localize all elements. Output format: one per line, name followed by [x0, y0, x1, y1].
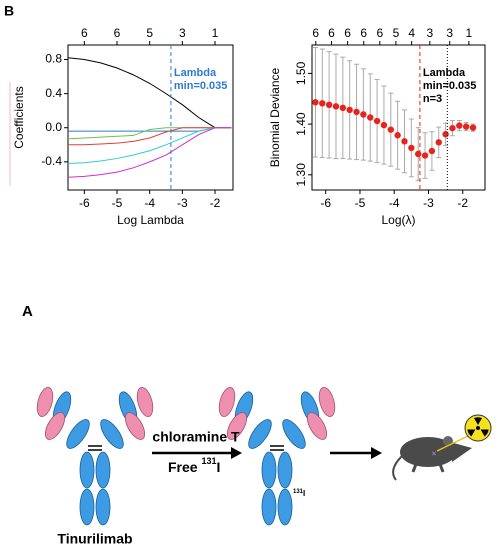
- free-text: Free: [168, 459, 201, 475]
- iodine-tag: 131I: [293, 489, 305, 499]
- deviance-point: [428, 147, 436, 155]
- x-tick-label: -4: [389, 196, 400, 210]
- annotation: min=0.035: [174, 80, 228, 92]
- plot-area: [312, 47, 477, 181]
- coefficient-path: [68, 127, 232, 178]
- y-tick-label: 1.50: [294, 61, 308, 85]
- top-tick-label: 6: [312, 26, 319, 40]
- y-tick-label: 1.30: [294, 163, 308, 187]
- top-tick-label: 3: [179, 26, 186, 40]
- x-axis-label: Log(λ): [381, 213, 415, 227]
- x-tick-label: -6: [79, 196, 90, 210]
- free-sup: 131: [201, 456, 216, 466]
- deviance-point: [449, 124, 456, 132]
- deviance-point: [408, 144, 415, 152]
- deviance-point: [325, 101, 333, 109]
- deviance-point: [353, 108, 360, 116]
- deviance-point: [435, 139, 442, 146]
- deviance-point: [312, 99, 319, 106]
- top-tick-label: 4: [408, 26, 415, 40]
- radiation-symbol: [464, 414, 492, 442]
- y-axis-label: Binomial Deviance: [268, 67, 282, 167]
- deviance-point: [469, 124, 477, 131]
- y-tick-label: -0.4: [41, 154, 62, 168]
- annotation: Lambda: [174, 67, 217, 79]
- plot-frame: [311, 44, 486, 191]
- mouse: ×: [392, 435, 472, 481]
- annotation: min=0.035: [423, 80, 477, 92]
- deviance-point: [346, 106, 353, 114]
- deviance-point: [394, 132, 401, 139]
- deviance-point: [462, 123, 470, 130]
- deviance-point: [414, 150, 422, 158]
- y-tick-label: 0.0: [45, 120, 62, 134]
- panel-label-a: A: [22, 303, 33, 320]
- x-axis-label: Log Lambda: [117, 213, 184, 227]
- arrow-head: [371, 447, 382, 459]
- x-tick-label: -2: [210, 196, 221, 210]
- deviance-point: [373, 117, 381, 125]
- deviance-point: [339, 104, 347, 112]
- x-tick-label: -6: [320, 196, 331, 210]
- coefficient-path: [68, 127, 232, 146]
- deviance-point: [456, 122, 463, 129]
- arrow-head: [231, 447, 242, 459]
- top-tick-label: 6: [328, 26, 335, 40]
- chart: -6 -5 -4 -3 -26 6 6 6 6 5 4 3 3 11.301.401.50Log(λ)Bi…: [268, 26, 486, 227]
- top-tick-label: 6: [114, 26, 121, 40]
- svg-text:×: ×: [431, 448, 436, 458]
- plot-area: [68, 57, 232, 178]
- coefficient-path: [68, 57, 232, 129]
- x-tick-label: -5: [112, 196, 123, 210]
- deviance-point: [360, 111, 367, 118]
- tag-el: I: [303, 489, 305, 498]
- deviance-point: [319, 100, 326, 107]
- x-tick-label: -5: [355, 196, 366, 210]
- annotation: n=3: [423, 93, 442, 105]
- x-tick-label: -3: [177, 196, 188, 210]
- top-tick-label: 1: [466, 26, 473, 40]
- y-tick-label: 0.4: [45, 86, 62, 100]
- x-tick-label: -3: [423, 196, 434, 210]
- reagent: chloramine T: [152, 429, 240, 445]
- deviance-point: [421, 152, 429, 159]
- x-tick-label: -2: [457, 196, 468, 210]
- plot-frame: [67, 44, 234, 191]
- y-tick-label: 0.8: [45, 52, 62, 66]
- top-tick-label: 6: [360, 26, 367, 40]
- deviance-point: [332, 103, 340, 110]
- top-tick-label: 3: [446, 26, 453, 40]
- antibody: [33, 384, 157, 526]
- top-tick-label: 6: [376, 26, 383, 40]
- deviance-point: [367, 114, 374, 121]
- chart: -6 -5 -4 -3 -2 6 6 5 3 1 0.8 0.4 0.0 -0.4 Log Lambda Co…: [12, 26, 234, 227]
- top-tick-label: 6: [344, 26, 351, 40]
- y-axis-label: Coefficients: [12, 86, 26, 148]
- diagram: A Tinurilimab chloramine T Free 131I 131…: [22, 303, 492, 547]
- antibody-name: Tinurilimab: [57, 531, 132, 547]
- tag-sup: 131: [293, 489, 304, 495]
- deviance-point: [442, 131, 449, 138]
- deviance-point: [380, 121, 388, 129]
- free-el: I: [217, 459, 221, 475]
- deviance-point: [401, 138, 408, 145]
- y-tick-label: 1.40: [294, 112, 308, 136]
- deviance-point: [387, 126, 394, 133]
- panel-label: B: [4, 3, 14, 19]
- top-tick-label: 5: [393, 26, 400, 40]
- coefficient-path: [68, 127, 232, 165]
- top-tick-label: 5: [146, 26, 153, 40]
- top-tick-label: 3: [427, 26, 434, 40]
- top-tick-label: 6: [81, 26, 88, 40]
- x-tick-label: -4: [144, 196, 155, 210]
- top-tick-label: 1: [212, 26, 219, 40]
- free-iodine: Free 131I: [168, 456, 220, 474]
- annotation: Lambda: [423, 67, 466, 79]
